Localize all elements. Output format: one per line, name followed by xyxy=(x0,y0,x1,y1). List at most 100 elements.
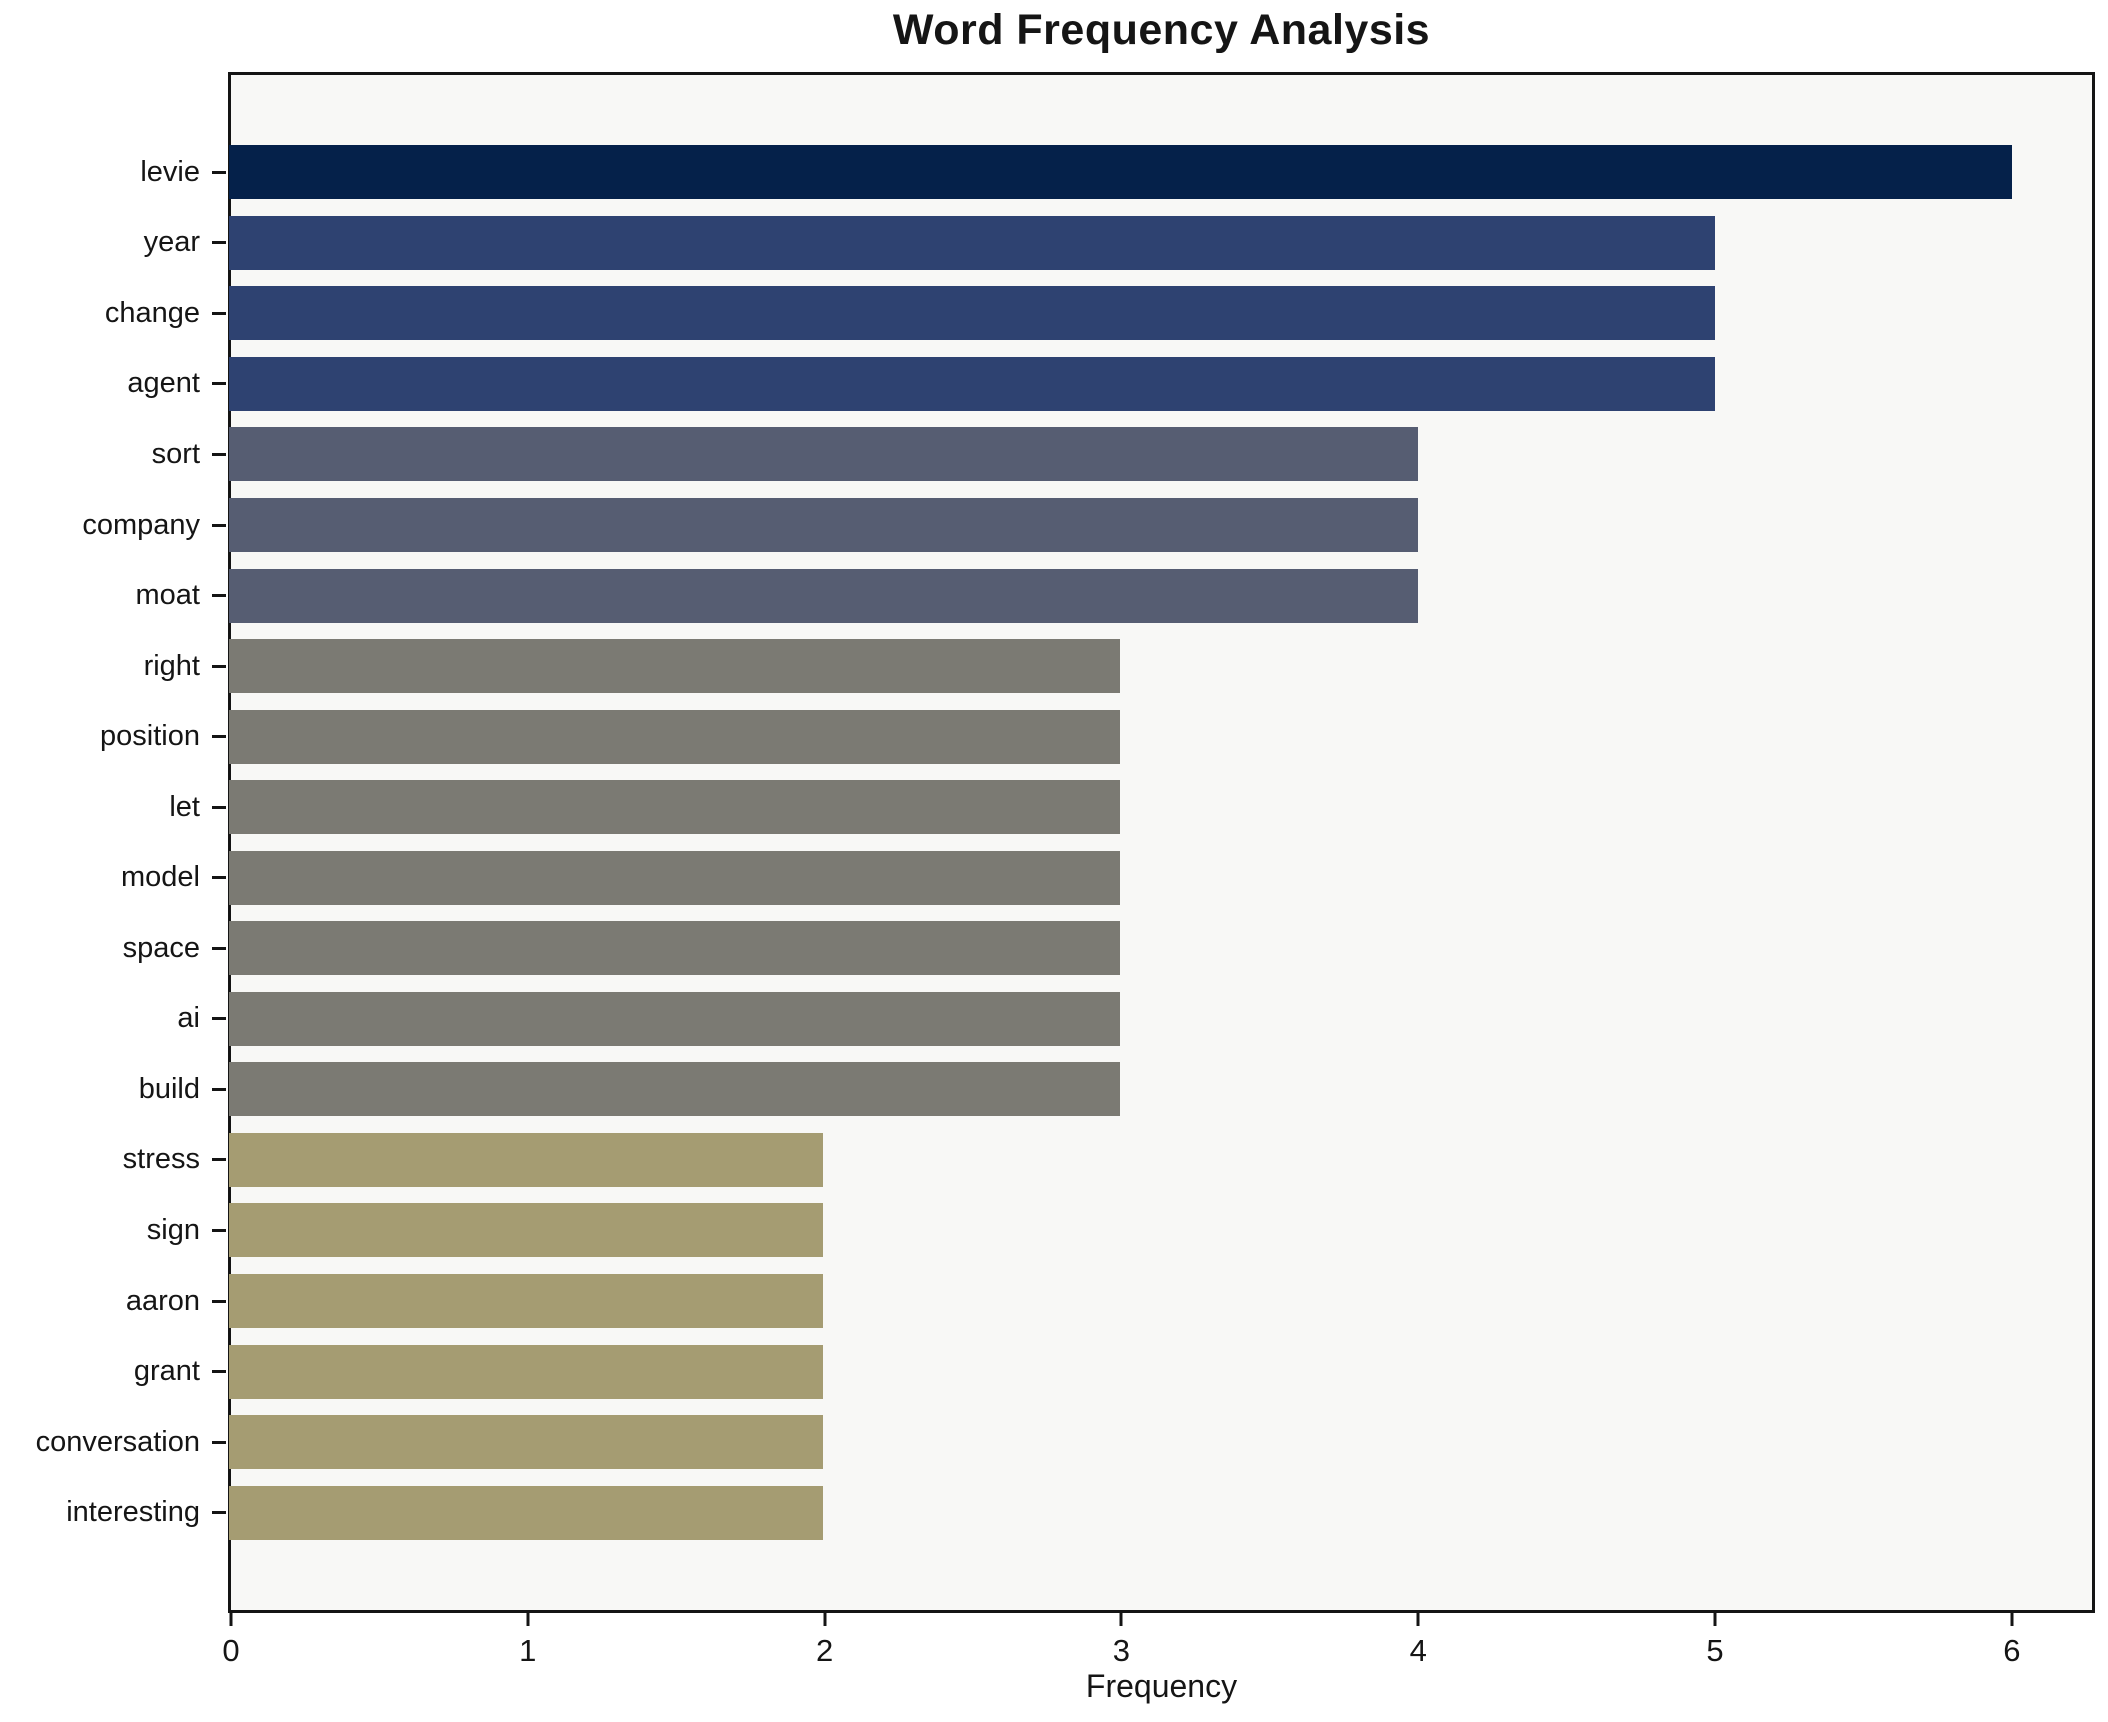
x-tick-mark xyxy=(229,1613,233,1626)
y-tick-label: year xyxy=(143,226,200,259)
x-tick-mark xyxy=(1713,1613,1717,1626)
frequency-bar xyxy=(229,780,1121,835)
bar-row: right xyxy=(0,631,2092,702)
bar-row: aaron xyxy=(0,1266,2092,1337)
frequency-bar xyxy=(229,145,2012,200)
y-tick-label: aaron xyxy=(125,1284,200,1317)
y-tick-label: position xyxy=(100,720,200,753)
x-tick-mark xyxy=(526,1613,530,1626)
bar-row: conversation xyxy=(0,1407,2092,1478)
bar-row: stress xyxy=(0,1125,2092,1196)
frequency-bar xyxy=(229,498,1418,552)
x-tick-label: 5 xyxy=(1706,1633,1724,1668)
bar-zone xyxy=(229,349,2092,420)
bar-rows: levie year change agent sort company moat right… xyxy=(0,75,2092,1610)
frequency-bar xyxy=(229,991,1121,1046)
bar-row: interesting xyxy=(0,1477,2092,1548)
y-tick-mark xyxy=(212,452,226,456)
frequency-bar xyxy=(229,568,1418,623)
frequency-bar xyxy=(229,850,1121,905)
y-tick-mark xyxy=(212,594,226,598)
y-tick-mark xyxy=(212,805,226,809)
y-tick-label: interesting xyxy=(66,1496,200,1529)
bar-zone xyxy=(229,913,2092,984)
bar-zone xyxy=(229,1336,2092,1407)
y-tick-mark xyxy=(212,311,226,315)
x-axis-title: Frequency xyxy=(1085,1668,1238,1704)
bar-row: company xyxy=(0,490,2092,561)
y-tick-label: levie xyxy=(140,155,200,188)
y-tick-label: grant xyxy=(133,1355,200,1388)
y-tick-mark xyxy=(212,1228,226,1232)
bar-zone xyxy=(229,208,2092,279)
x-tick-label: 3 xyxy=(1112,1633,1131,1668)
y-tick-mark xyxy=(212,1299,226,1303)
frequency-bar xyxy=(229,1274,824,1329)
y-tick-label: model xyxy=(121,861,200,894)
bar-row: sort xyxy=(0,419,2092,490)
bar-zone xyxy=(229,701,2092,772)
x-tick-label: 1 xyxy=(519,1633,537,1668)
y-tick-label: ai xyxy=(177,1002,200,1035)
x-tick-mark xyxy=(2010,1613,2014,1626)
y-tick-mark xyxy=(212,946,226,950)
bar-zone xyxy=(229,137,2092,208)
y-tick-label: sort xyxy=(151,437,200,470)
x-tick-mark xyxy=(1416,1613,1420,1626)
y-tick-mark xyxy=(212,382,226,386)
bar-zone xyxy=(229,278,2092,349)
bar-zone xyxy=(229,1266,2092,1337)
x-tick-label: 6 xyxy=(2003,1633,2021,1668)
y-tick-mark xyxy=(212,170,226,174)
bar-row: moat xyxy=(0,560,2092,631)
x-tick-label: 2 xyxy=(815,1633,834,1668)
y-tick-mark xyxy=(212,1370,226,1374)
bar-row: levie xyxy=(0,137,2092,208)
bar-zone xyxy=(229,842,2092,913)
y-tick-mark xyxy=(212,876,226,880)
frequency-bar xyxy=(229,709,1121,764)
y-tick-mark xyxy=(212,523,226,527)
y-tick-label: right xyxy=(143,649,200,682)
frequency-bar xyxy=(229,215,1715,270)
x-tick-mark xyxy=(823,1613,827,1626)
frequency-bar xyxy=(229,1344,824,1399)
x-axis: 0 1 2 3 4 5 6 xyxy=(222,1613,2092,1703)
x-tick-label: 4 xyxy=(1409,1633,1427,1668)
y-tick-label: agent xyxy=(127,367,200,400)
bar-row: model xyxy=(0,842,2092,913)
frequency-bar xyxy=(229,921,1121,976)
bar-zone xyxy=(229,560,2092,631)
frequency-bar xyxy=(229,1485,824,1540)
y-tick-label: sign xyxy=(146,1213,200,1246)
y-tick-mark xyxy=(212,1087,226,1091)
bar-row: let xyxy=(0,772,2092,843)
bar-row: position xyxy=(0,701,2092,772)
bar-zone xyxy=(229,772,2092,843)
frequency-bar xyxy=(229,356,1715,411)
y-tick-label: moat xyxy=(135,579,200,612)
bar-zone xyxy=(229,1054,2092,1125)
y-tick-mark xyxy=(212,735,226,739)
frequency-bar xyxy=(229,1062,1121,1117)
y-tick-label: company xyxy=(82,508,200,541)
bar-zone xyxy=(229,984,2092,1055)
frequency-bar xyxy=(229,1415,824,1470)
chart-title: Word Frequency Analysis xyxy=(892,6,1431,54)
x-tick-mark xyxy=(1119,1613,1123,1626)
y-tick-label: space xyxy=(122,931,200,964)
y-tick-mark xyxy=(212,241,226,245)
frequency-bar xyxy=(229,286,1715,341)
bar-zone xyxy=(229,1477,2092,1548)
bar-zone xyxy=(229,490,2092,561)
frequency-bar xyxy=(229,1203,824,1258)
y-tick-mark xyxy=(212,1017,226,1021)
bar-zone xyxy=(229,1125,2092,1196)
frequency-bar xyxy=(229,639,1121,694)
frequency-bar xyxy=(229,1132,824,1187)
bar-zone xyxy=(229,631,2092,702)
y-tick-label: conversation xyxy=(35,1425,200,1458)
y-tick-label: build xyxy=(138,1072,200,1105)
y-tick-label: change xyxy=(104,296,200,329)
